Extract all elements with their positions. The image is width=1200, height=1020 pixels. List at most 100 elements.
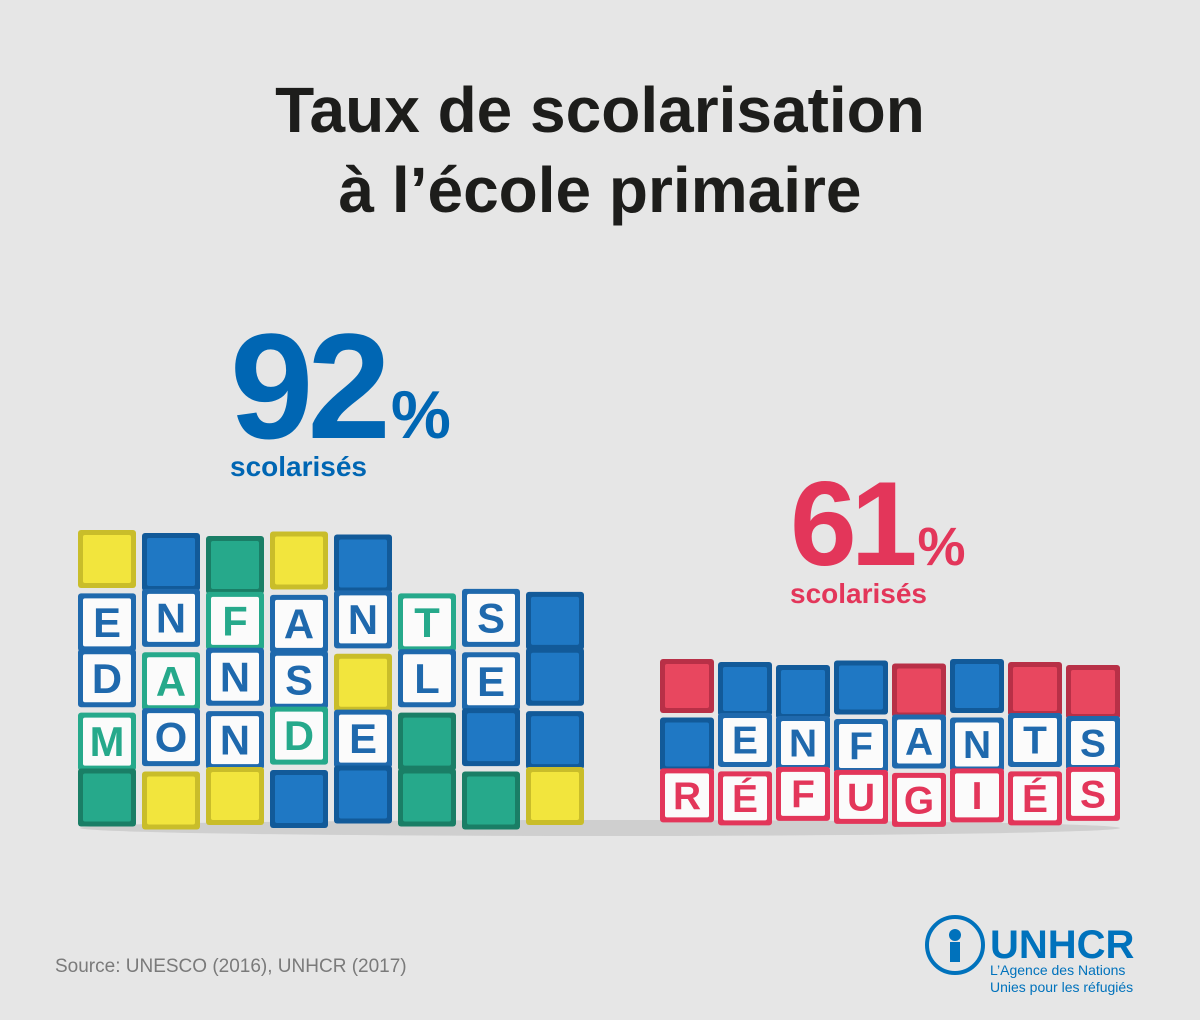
- logo-tagline: Unies pour les réfugiés: [990, 979, 1133, 995]
- letter-block-face: [467, 657, 515, 706]
- shadow: [80, 820, 1120, 836]
- block-letter: O: [155, 714, 187, 761]
- block-face: [665, 664, 709, 708]
- letter-block-face: [665, 773, 709, 818]
- source: Source: UNESCO (2016), UNHCR (2017): [55, 956, 407, 977]
- letter-block-face: [83, 654, 131, 703]
- block-letter: I: [972, 775, 983, 818]
- block-letter: N: [156, 594, 186, 641]
- block-letter: N: [789, 722, 817, 765]
- block-letter: E: [93, 599, 121, 646]
- block-face: [1013, 667, 1057, 711]
- block-face: [531, 596, 579, 645]
- letter-block-face: [403, 598, 451, 647]
- letter-block-face: [147, 593, 195, 642]
- block-letter: U: [847, 776, 875, 819]
- block-letter: É: [1022, 777, 1048, 821]
- stat-number: 92%: [230, 302, 451, 470]
- letter-block-face: [1013, 776, 1057, 821]
- stat-unit: %: [391, 378, 451, 453]
- block-face: [531, 772, 579, 821]
- block-face: [275, 536, 323, 585]
- block-face: [897, 668, 941, 713]
- logo-emblem: [950, 942, 960, 962]
- letter-block-face: [723, 717, 767, 762]
- logo: UNHCR L’Agence des Nations Unies pour le…: [925, 915, 1135, 995]
- block-face: [723, 667, 767, 711]
- stat-value: 92: [230, 302, 385, 470]
- block-letter: A: [905, 721, 933, 764]
- logo-tagline: L’Agence des Nations: [990, 962, 1125, 978]
- block-letter: R: [673, 775, 701, 818]
- block-face: [147, 776, 195, 825]
- block-letter: S: [285, 656, 313, 703]
- block-letter: A: [156, 658, 186, 705]
- letter-block-face: [275, 655, 323, 704]
- block-face: [839, 665, 883, 710]
- block-face: [83, 535, 131, 583]
- letter-block-face: [147, 657, 195, 706]
- letter-block-face: [147, 713, 195, 762]
- letter-block-face: [275, 711, 323, 760]
- block-face: [83, 773, 131, 822]
- letter-block-face: [403, 654, 451, 703]
- letter-block-face: [723, 776, 767, 821]
- block-face: [211, 772, 259, 821]
- letter-block-face: [839, 723, 883, 768]
- letter-block-face: [83, 598, 131, 647]
- block-letter: N: [220, 717, 250, 764]
- block-letter: A: [284, 600, 314, 647]
- letter-block-face: [211, 716, 259, 765]
- block-face: [403, 717, 451, 766]
- stat-value: 61: [790, 457, 915, 591]
- letter-block-face: [781, 771, 825, 816]
- block-letter: L: [414, 655, 440, 702]
- logo-emblem: [925, 915, 985, 975]
- letter-block-face: [211, 596, 259, 645]
- block-face: [275, 775, 323, 824]
- block-letter: E: [477, 658, 505, 705]
- block-face: [781, 670, 825, 714]
- block-face: [955, 664, 999, 708]
- block-letter: S: [477, 594, 505, 641]
- logo-name: UNHCR: [990, 923, 1135, 967]
- block-face: [147, 538, 195, 586]
- letter-block-face: [1071, 720, 1115, 765]
- letter-block-face: [955, 722, 999, 767]
- stat-unit: %: [917, 517, 965, 577]
- letter-block-face: [1013, 717, 1057, 762]
- block-letter: D: [92, 655, 122, 702]
- block-face: [531, 652, 579, 701]
- block-letter: M: [90, 718, 125, 765]
- block-letter: N: [220, 653, 250, 700]
- logo-emblem: [949, 929, 961, 941]
- block-letter: E: [732, 719, 758, 762]
- block-letter: É: [732, 777, 758, 821]
- letter-block-face: [275, 599, 323, 648]
- block-face: [339, 658, 387, 707]
- stat-label: scolarisés: [230, 451, 367, 482]
- letter-block-face: [839, 774, 883, 819]
- letter-block-face: [211, 652, 259, 701]
- stat-label: scolarisés: [790, 578, 927, 609]
- block-face: [403, 773, 451, 822]
- block-letter: E: [349, 715, 377, 762]
- letter-block-face: [467, 593, 515, 642]
- block-letter: N: [348, 596, 378, 643]
- block-letter: S: [1080, 722, 1106, 765]
- block-face: [211, 541, 259, 589]
- letter-block-face: [339, 595, 387, 644]
- block-face: [467, 776, 515, 825]
- block-face: [467, 713, 515, 762]
- block-letter: F: [222, 597, 248, 644]
- block-face: [1071, 670, 1115, 714]
- block-letter: N: [963, 724, 991, 767]
- block-letter: D: [284, 712, 314, 759]
- block-letter: S: [1080, 773, 1106, 816]
- block-face: [339, 539, 387, 588]
- block-letter: T: [1023, 719, 1047, 762]
- block-letter: F: [791, 773, 815, 816]
- letter-block-face: [83, 717, 131, 766]
